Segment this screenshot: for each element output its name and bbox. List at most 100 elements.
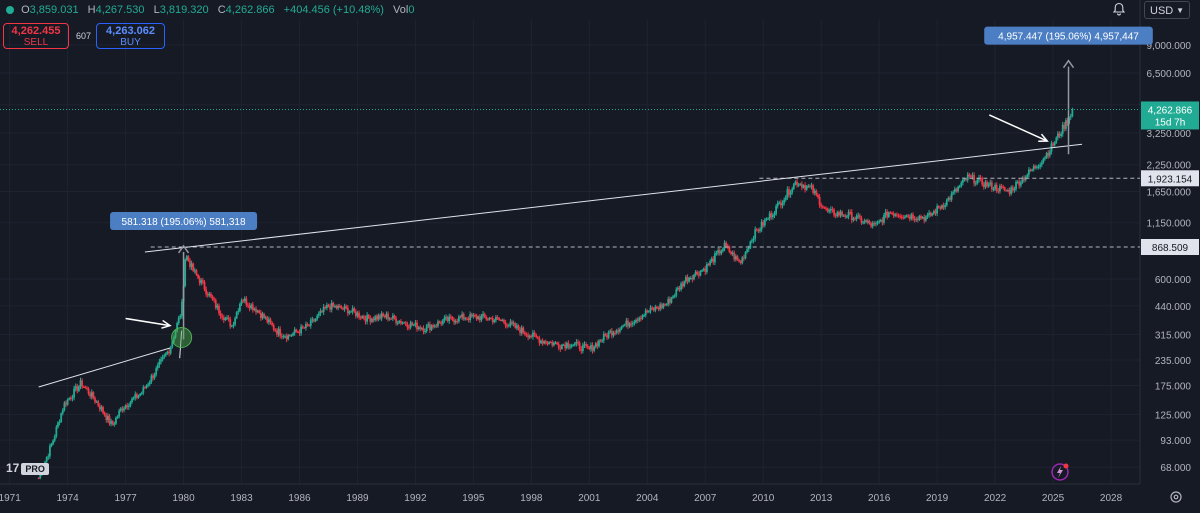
- currency-select[interactable]: USD ▼: [1144, 1, 1190, 19]
- candle: [941, 204, 943, 210]
- candle: [66, 398, 69, 406]
- x-tick-label: 1971: [0, 493, 21, 504]
- candle: [495, 314, 497, 323]
- candle: [723, 240, 726, 252]
- candle: [580, 346, 583, 355]
- candle-body: [590, 345, 592, 350]
- candle: [625, 317, 628, 328]
- candle: [406, 321, 409, 331]
- candle: [400, 319, 402, 326]
- candle-body: [804, 185, 806, 190]
- candle-body: [966, 174, 969, 181]
- candle-body: [382, 313, 385, 316]
- candle-body: [134, 394, 137, 398]
- candle: [924, 215, 927, 222]
- candle: [108, 413, 111, 426]
- candle: [340, 305, 343, 310]
- candle: [892, 211, 895, 219]
- candle: [127, 403, 130, 410]
- candle-body: [115, 417, 117, 424]
- candle: [973, 172, 976, 187]
- candle-body: [994, 184, 996, 189]
- candle-body: [106, 415, 109, 421]
- candle: [865, 219, 868, 224]
- candle: [953, 186, 956, 195]
- candle: [807, 184, 810, 188]
- candle: [342, 307, 344, 311]
- candle: [58, 419, 61, 426]
- candle-body: [614, 332, 616, 334]
- candle-body: [678, 287, 681, 290]
- candle-body: [111, 421, 114, 425]
- sell-button[interactable]: 4,262.455 SELL: [3, 23, 69, 49]
- candle: [382, 312, 385, 318]
- candle: [610, 327, 613, 339]
- candle-body: [367, 314, 370, 319]
- candle-body: [79, 380, 82, 387]
- candle-body: [498, 318, 501, 320]
- candle: [311, 316, 314, 323]
- candle-body: [105, 415, 108, 421]
- candle: [176, 321, 179, 333]
- candle: [164, 352, 167, 357]
- candle: [543, 340, 546, 345]
- candle-body: [559, 347, 562, 349]
- candle-body: [335, 305, 338, 309]
- candle-body: [931, 213, 934, 216]
- candle: [116, 415, 119, 420]
- candle: [491, 315, 494, 325]
- candle-body: [462, 314, 465, 320]
- candle-body: [912, 214, 914, 219]
- candle: [1016, 180, 1019, 184]
- alert-bell-icon[interactable]: [1112, 2, 1126, 16]
- candle-body: [55, 427, 58, 437]
- candle: [232, 321, 235, 329]
- candle: [168, 348, 170, 357]
- candle-body: [699, 270, 702, 276]
- candle-body: [792, 184, 795, 189]
- candle: [923, 214, 926, 224]
- candle-body: [181, 301, 183, 316]
- candle: [812, 183, 815, 195]
- candle-body: [499, 319, 502, 321]
- candle-body: [411, 322, 414, 326]
- candle: [665, 303, 668, 307]
- candle: [958, 184, 961, 189]
- candle: [950, 191, 953, 202]
- candle-body: [440, 322, 443, 325]
- candle: [237, 308, 240, 315]
- candle-body: [862, 222, 864, 224]
- candle-body: [63, 402, 66, 411]
- candle-body: [685, 277, 687, 282]
- candle-body: [712, 258, 715, 263]
- candle-body: [1019, 182, 1022, 186]
- tradingview-logo[interactable]: 17 PRO: [6, 461, 49, 475]
- candle: [622, 324, 625, 328]
- candle: [905, 214, 908, 218]
- candle-body: [957, 187, 959, 192]
- candle-body: [319, 310, 322, 314]
- candle-body: [161, 357, 164, 360]
- candle: [1037, 164, 1040, 170]
- candle-body: [627, 320, 629, 327]
- candle-body: [371, 318, 373, 322]
- x-tick-label: 1995: [462, 493, 485, 504]
- candle: [57, 421, 59, 429]
- candle-body: [915, 219, 918, 221]
- candle: [216, 303, 219, 311]
- candle-body: [770, 213, 773, 218]
- trendline: [179, 330, 183, 359]
- candle: [288, 334, 291, 337]
- candle-body: [348, 311, 351, 314]
- candle: [226, 315, 228, 321]
- candle-body: [757, 230, 760, 232]
- candle-body: [226, 317, 228, 319]
- candle: [667, 296, 670, 307]
- candle: [899, 213, 901, 220]
- candle-body: [833, 209, 835, 216]
- buy-button[interactable]: 4,263.062 BUY: [96, 23, 165, 49]
- candle-body: [400, 320, 402, 324]
- y-tick-label: 2,250.000: [1147, 161, 1192, 172]
- candle: [1063, 122, 1066, 132]
